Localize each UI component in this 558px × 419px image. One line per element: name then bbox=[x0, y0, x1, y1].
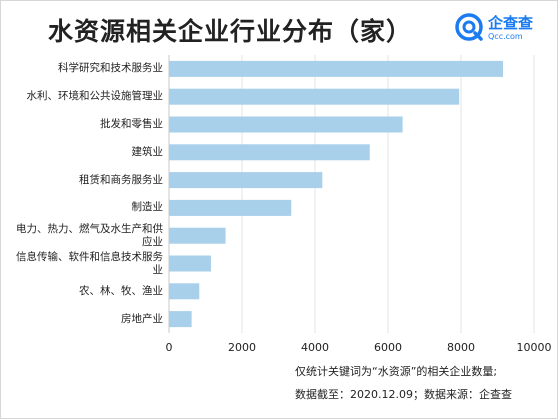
category-label: 制造业 bbox=[1, 201, 164, 214]
category-label-line: 水利、环境和公共设施管理业 bbox=[26, 90, 164, 103]
category-label: 租赁和商务服务业 bbox=[1, 174, 163, 187]
bar bbox=[169, 116, 403, 133]
x-tick-label: 4000 bbox=[301, 341, 329, 354]
category-label: 电力、热力、燃气及水生产和供 应业 bbox=[1, 223, 163, 249]
category-label-line: 科学研究和技术服务业 bbox=[58, 62, 163, 75]
qcc-logo: 企查查 Qcc.com bbox=[455, 10, 550, 46]
x-tick-label: 10000 bbox=[516, 341, 552, 354]
category-label-line: 建筑业 bbox=[131, 145, 164, 158]
category-label-line: 房地产业 bbox=[121, 312, 163, 325]
bar bbox=[169, 227, 226, 244]
bar bbox=[169, 172, 323, 189]
x-tick-label: 6000 bbox=[374, 341, 402, 354]
category-label-line: 制造业 bbox=[131, 201, 164, 214]
bar bbox=[169, 144, 370, 161]
x-tick-label: 8000 bbox=[447, 341, 475, 354]
category-label-line: 批发和零售业 bbox=[100, 118, 163, 130]
bar bbox=[169, 311, 192, 328]
category-label-line: 信息传输、软件和信息技术服务 bbox=[16, 250, 163, 263]
logo-name: 企查查 bbox=[488, 14, 534, 32]
category-label-line: 农、林、牧、渔业 bbox=[79, 284, 163, 297]
category-label: 水利、环境和公共设施管理业 bbox=[1, 90, 164, 103]
category-label: 信息传输、软件和信息技术服务业 bbox=[1, 251, 163, 277]
x-tick-label: 0 bbox=[165, 341, 173, 354]
category-label-line: 租赁和商务服务业 bbox=[79, 173, 163, 186]
category-label: 批发和零售业 bbox=[1, 118, 163, 131]
x-tick-label: 2000 bbox=[228, 341, 256, 354]
category-label-line: 电力、热力、燃气及水生产和供 bbox=[16, 222, 163, 235]
bar bbox=[169, 60, 503, 77]
note-scope: 仅统计关键词为“水资源”的相关企业数量; bbox=[295, 365, 498, 378]
chart-title: 水资源相关企业行业分布（家） bbox=[47, 17, 412, 46]
category-label: 科学研究和技术服务业 bbox=[1, 62, 163, 75]
category-label: 房地产业 bbox=[1, 313, 163, 326]
bar bbox=[169, 199, 292, 216]
bar bbox=[169, 255, 211, 272]
category-label-line: 业 bbox=[152, 263, 164, 276]
category-label: 农、林、牧、渔业 bbox=[1, 285, 163, 298]
logo-domain: Qcc.com bbox=[488, 32, 523, 41]
note-source: 数据截至：2020.12.09；数据来源：企查查 bbox=[295, 388, 512, 401]
bar bbox=[169, 88, 460, 105]
category-label: 建筑业 bbox=[1, 145, 164, 159]
category-label-line: 应业 bbox=[142, 235, 163, 248]
qcc-logo-icon bbox=[455, 13, 483, 41]
bar bbox=[169, 283, 200, 300]
